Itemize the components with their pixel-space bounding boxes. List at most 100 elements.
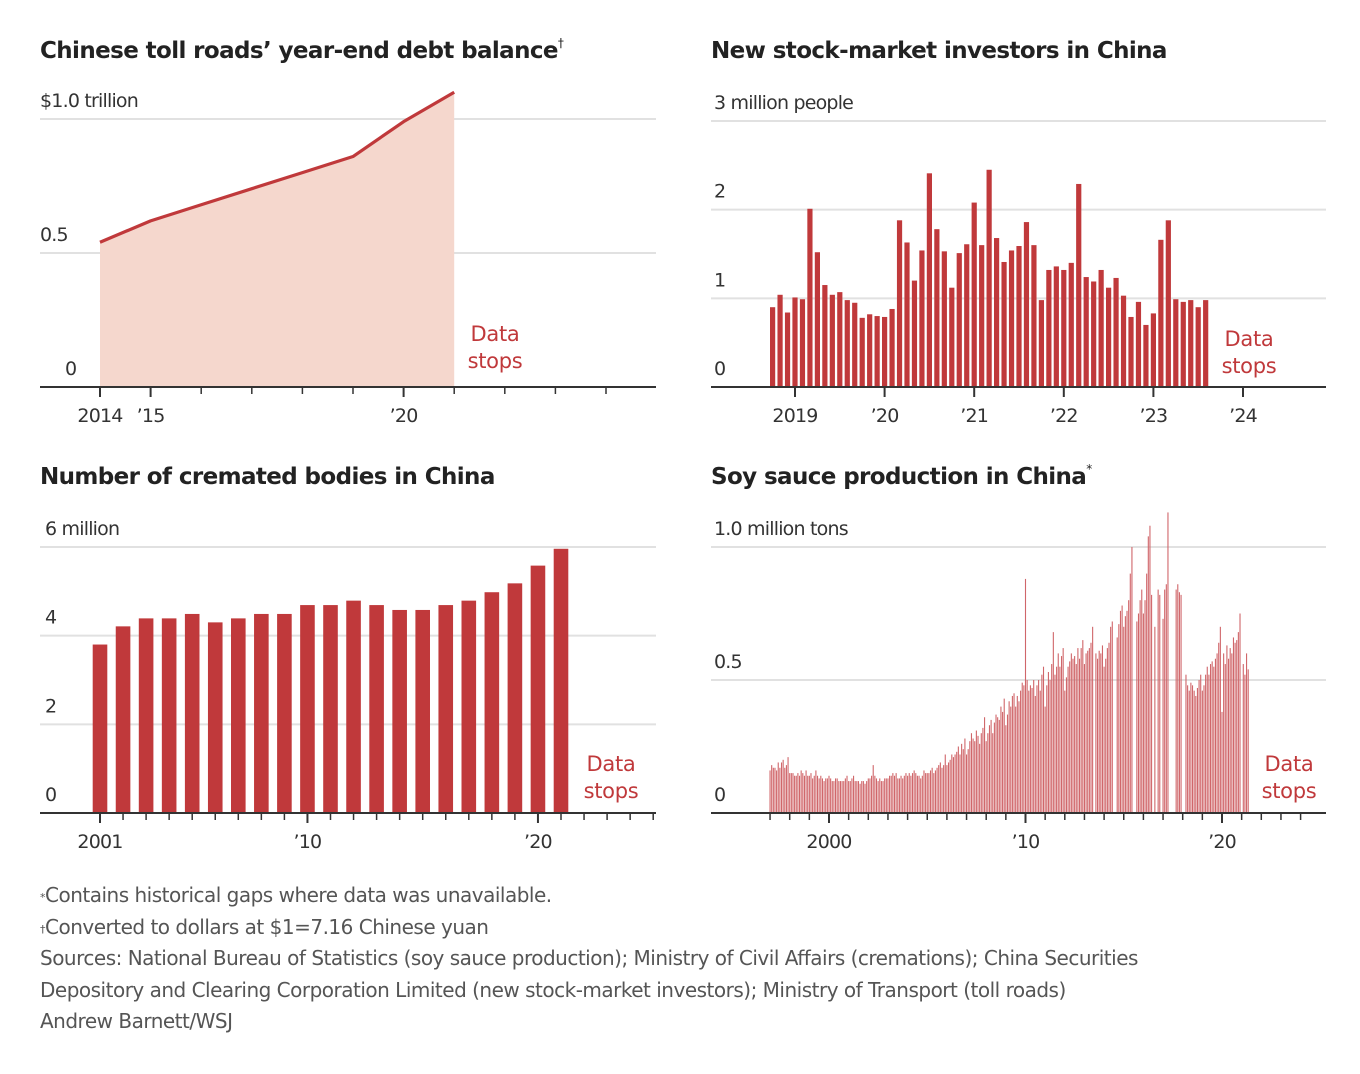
soy-bar xyxy=(1057,653,1059,813)
soy-bar xyxy=(1246,653,1248,813)
cremation-bar xyxy=(346,600,361,813)
soy-bar xyxy=(1162,618,1164,813)
soy-bar xyxy=(1067,666,1069,813)
stock-bar xyxy=(1113,277,1119,387)
soy-bar xyxy=(1223,653,1225,813)
cremation-ytick-label: 0 xyxy=(45,784,56,806)
soy-bar xyxy=(993,722,995,813)
soy-bar xyxy=(915,773,917,813)
soy-bar xyxy=(1211,661,1213,813)
stock-bar xyxy=(1165,220,1171,387)
stock-bar xyxy=(829,294,835,387)
stock-bar xyxy=(1128,316,1134,387)
soy-bar xyxy=(949,759,951,813)
stock-bar xyxy=(1068,262,1074,387)
soy-bar xyxy=(871,775,873,813)
soy-bar xyxy=(905,773,907,813)
stock-bar xyxy=(1091,281,1097,387)
soy-bar xyxy=(867,778,869,813)
toll-ytick-label: 0.5 xyxy=(40,224,68,246)
soy-bar xyxy=(1083,664,1085,813)
soy-bar xyxy=(1034,695,1036,813)
cremation-data-stops-label: stops xyxy=(584,779,639,803)
stock-bar xyxy=(926,173,932,387)
soy-bar xyxy=(1224,664,1226,813)
soy-xtick-label: 2000 xyxy=(806,831,851,853)
soy-ytick-label: 0 xyxy=(714,784,725,806)
soy-bar xyxy=(1157,589,1159,813)
soy-bar xyxy=(833,781,835,813)
soy-chart: 0 0.5 1.0 million tons 2000 ’10 ’20 Data stops xyxy=(711,512,1326,853)
stock-bar xyxy=(986,169,992,387)
soy-bar xyxy=(836,778,838,813)
stock-bar xyxy=(949,287,955,387)
cremation-bar xyxy=(92,644,108,813)
stock-xtick-label: ’22 xyxy=(1050,405,1078,427)
soy-bar xyxy=(808,775,810,813)
soy-bar xyxy=(1075,664,1077,813)
soy-xtick-label: ’10 xyxy=(1012,831,1040,853)
soy-bar xyxy=(1137,613,1140,813)
soy-bar xyxy=(1088,648,1090,813)
toll-ytick-label: $1.0 trillion xyxy=(40,90,138,112)
soy-bar xyxy=(1015,706,1017,813)
cremation-title-text: Number of cremated bodies in China xyxy=(40,464,495,490)
stock-bar xyxy=(1023,222,1030,387)
soy-bar xyxy=(1190,682,1192,813)
soy-bar xyxy=(1128,600,1130,813)
soy-bar xyxy=(957,746,959,813)
soy-bar xyxy=(1116,637,1118,813)
note-fx: †Converted to dollars at $1=7.16 Chinese… xyxy=(40,912,1138,944)
soy-bar xyxy=(961,743,963,813)
soy-bar xyxy=(1108,642,1110,813)
stock-xtick-label: ’20 xyxy=(871,405,899,427)
toll-xtick-label: ’15 xyxy=(137,405,165,427)
soy-bar xyxy=(825,778,827,813)
soy-bar xyxy=(1095,653,1097,813)
stock-bar xyxy=(1106,287,1112,387)
soy-title-mark: * xyxy=(1086,462,1092,476)
stock-xtick-label: ’24 xyxy=(1229,405,1258,427)
toll-data-stops-label: Data xyxy=(471,322,520,346)
soy-bar xyxy=(779,767,781,813)
soy-bar xyxy=(843,781,845,813)
soy-ytick-label: 0.5 xyxy=(714,651,742,673)
soy-bar xyxy=(954,754,956,813)
soy-bar xyxy=(1023,685,1025,813)
soy-bar xyxy=(1203,685,1205,813)
stock-title-text: New stock-market investors in China xyxy=(711,38,1167,64)
soy-bar xyxy=(931,767,933,813)
soy-bar xyxy=(1074,656,1076,813)
soy-bar xyxy=(1072,658,1074,813)
soy-bar xyxy=(1119,610,1122,813)
soy-bar xyxy=(1026,680,1028,813)
soy-bar xyxy=(861,781,863,813)
soy-bar xyxy=(1216,653,1218,813)
soy-bar xyxy=(1209,664,1212,813)
soy-bar xyxy=(1105,658,1107,813)
soy-chart-title: Soy sauce production in China* xyxy=(711,462,1092,490)
stock-xtick-label: ’21 xyxy=(960,405,988,427)
stock-bar xyxy=(1031,245,1037,387)
soy-bar xyxy=(1042,666,1045,813)
soy-bar xyxy=(910,775,912,813)
soy-bar xyxy=(1006,714,1009,813)
note-sources-1: Sources: National Bureau of Statistics (… xyxy=(40,946,1138,970)
cremation-chart: 0 2 4 6 million 2001 ’10 ’20 Data stops xyxy=(40,518,656,853)
stock-bar xyxy=(792,297,798,387)
soy-bar xyxy=(1198,680,1200,813)
soy-bar xyxy=(925,773,927,813)
soy-bar xyxy=(792,773,794,813)
toll-chart: 0 0.5 $1.0 trillion 2014 ’15 ’20 Data stops xyxy=(40,90,656,427)
soy-data-stops-label: Data xyxy=(1265,752,1314,776)
soy-bar xyxy=(997,717,999,813)
toll-chart-title: Chinese toll roads’ year-end debt balanc… xyxy=(40,36,564,64)
note-sources-2: Depository and Clearing Corporation Limi… xyxy=(40,977,1066,1002)
soy-bar xyxy=(795,775,797,813)
stock-bar xyxy=(904,242,910,387)
soy-bar xyxy=(805,770,807,813)
soy-bar xyxy=(820,775,822,813)
soy-bar xyxy=(1167,512,1169,813)
cremation-xtick-label: 2001 xyxy=(77,831,122,853)
soy-bar xyxy=(1247,669,1249,813)
